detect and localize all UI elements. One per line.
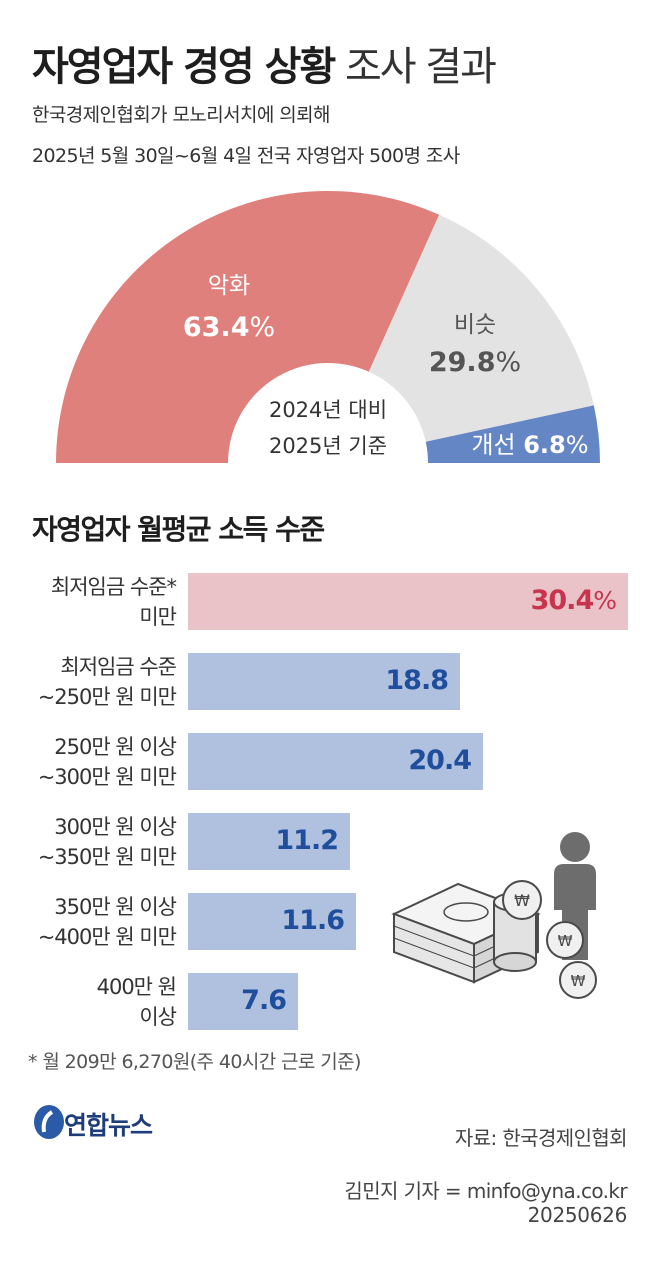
bar-category-line: 최저임금 수준* <box>50 575 177 599</box>
bar-2 <box>188 733 483 790</box>
bar-category-label-4: 350만 원 이상 ~400만 원 미만 <box>0 892 177 952</box>
bar-1 <box>188 653 460 710</box>
svg-text:₩: ₩ <box>514 891 530 910</box>
pie-slice-0 <box>56 190 440 463</box>
reporter-text: 김민지 기자 = minfo@yna.co.kr <box>344 1179 627 1203</box>
bar-4 <box>188 893 356 950</box>
pie-label-similar: 비슷 <box>454 312 496 338</box>
bar-value-label-1: 18.8 <box>385 665 449 696</box>
date-text: 20250626 <box>527 1203 628 1227</box>
bar-0 <box>188 573 628 630</box>
bar-value-label-5: 7.6 <box>241 985 287 1016</box>
bar-category-line: 최저임금 수준 <box>60 655 177 679</box>
pie-slice-2 <box>425 405 600 463</box>
bar-category-line: 300만 원 이상 <box>54 815 177 839</box>
bar-category-label-1: 최저임금 수준 ~250만 원 미만 <box>0 652 177 712</box>
pie-center-line-1: 2024년 대비 <box>269 398 387 422</box>
bar-category-line: 350만 원 이상 <box>54 895 177 919</box>
bar-category-line: 이상 <box>139 1005 177 1029</box>
footnote: * 월 209만 6,270원(주 40시간 근로 기준) <box>28 1051 361 1073</box>
bar-5 <box>188 973 298 1030</box>
bar-category-line: 250만 원 이상 <box>54 735 177 759</box>
bar-category-label-3: 300만 원 이상 ~350만 원 미만 <box>0 812 177 872</box>
bar-value-label-2: 20.4 <box>408 745 472 776</box>
pie-label-improved: 개선 6.8% <box>471 431 588 459</box>
coin-icons: ₩ ₩ ₩ <box>493 880 597 999</box>
title-bold: 자영업자 경영 상황 <box>32 44 336 90</box>
bar-value-label-3: 11.2 <box>275 825 339 856</box>
svg-text:₩: ₩ <box>571 972 586 990</box>
source-text: 자료: 한국경제인협회 <box>454 1126 628 1150</box>
bar-value-label-4: 11.6 <box>281 905 345 936</box>
bar-category-line: 미만 <box>139 605 177 629</box>
bar-category-line: ~250만 원 미만 <box>37 685 177 709</box>
money-person-illustration: ₩ ₩ ₩ <box>391 832 597 999</box>
pie-value-similar: 29.8% <box>429 347 521 378</box>
yonhap-logo-icon <box>34 1105 64 1139</box>
bar-3 <box>188 813 350 870</box>
pie-center-line-2: 2025년 기준 <box>269 434 387 458</box>
pie-value-worse: 63.4% <box>183 312 275 343</box>
svg-text:₩: ₩ <box>558 932 573 950</box>
bar-category-line: 400만 원 <box>96 975 177 999</box>
title-light: 조사 결과 <box>344 44 497 90</box>
subtitle-2: 2025년 5월 30일~6월 4일 전국 자영업자 500명 조사 <box>32 145 460 167</box>
bar-value-label-0: 30.4% <box>530 585 617 616</box>
pie-label-worse: 악화 <box>208 273 250 299</box>
pie-chart: 악화 63.4% 비슷 29.8% 개선 6.8% 2024년 대비 2025년 기준 <box>56 190 600 463</box>
page-title: 자영업자 경영 상황 조사 결과 <box>32 34 497 92</box>
subtitle-1: 한국경제인협회가 모노리서치에 의뢰해 <box>32 104 330 126</box>
bar-category-label-0: 최저임금 수준* 미만 <box>0 572 177 632</box>
pie-slice-1 <box>368 214 594 442</box>
bar-category-label-2: 250만 원 이상 ~300만 원 미만 <box>0 732 177 792</box>
bar-category-line: ~350만 원 미만 <box>37 845 177 869</box>
bar-category-line: ~400만 원 미만 <box>37 925 177 949</box>
yonhap-logo-text: 연합뉴스 <box>64 1111 153 1140</box>
bar-section-title: 자영업자 월평균 소득 수준 <box>32 513 325 546</box>
bar-category-line: ~300만 원 미만 <box>37 765 177 789</box>
